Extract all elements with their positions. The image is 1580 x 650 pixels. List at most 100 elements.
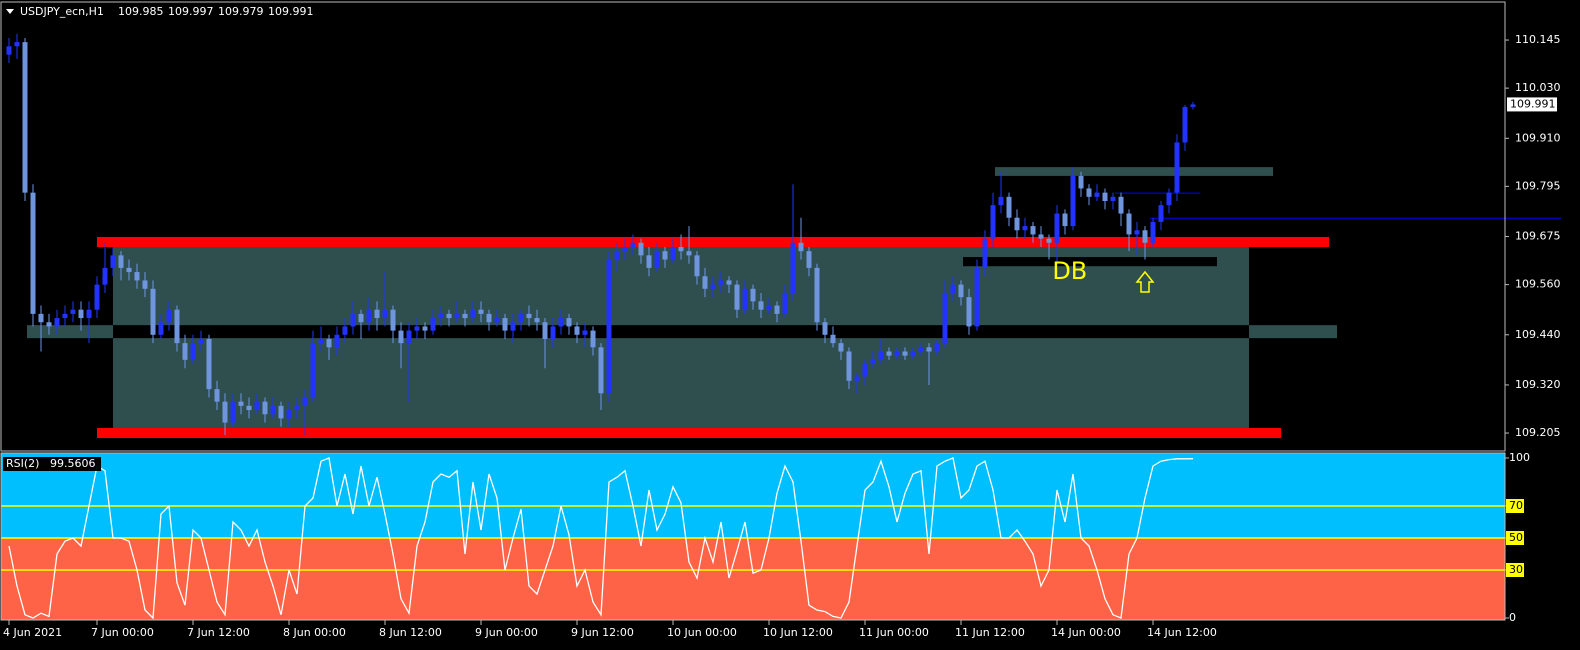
candle-body bbox=[582, 330, 588, 335]
candle-body bbox=[606, 259, 612, 394]
candle-body bbox=[1142, 230, 1148, 243]
candle-body bbox=[94, 284, 100, 310]
candle-body bbox=[1054, 213, 1060, 243]
candle-body bbox=[1174, 142, 1180, 193]
candle-body bbox=[814, 267, 820, 323]
candle-body bbox=[118, 255, 124, 268]
candle-body bbox=[350, 313, 356, 327]
candle-body bbox=[270, 405, 276, 415]
candle-body bbox=[718, 280, 724, 285]
candle-body bbox=[54, 318, 60, 327]
candle-body bbox=[302, 397, 308, 406]
candle-body bbox=[134, 272, 140, 281]
candle-body bbox=[102, 267, 108, 285]
candle-body bbox=[14, 42, 20, 47]
zone bbox=[97, 236, 1329, 247]
candle-body bbox=[198, 338, 204, 344]
y-tick-label: 109.675 bbox=[1515, 230, 1561, 243]
candle-body bbox=[278, 405, 284, 419]
zone bbox=[1149, 217, 1561, 219]
axes: 110.145 110.030 109.910 109.795 109.675 109.5… bbox=[3, 33, 1561, 639]
x-tick-label: 8 Jun 12:00 bbox=[379, 626, 442, 639]
candle-body bbox=[190, 343, 196, 360]
y-tick-label: 109.795 bbox=[1515, 179, 1561, 192]
candle-body bbox=[470, 309, 476, 319]
rsi-tick-label: 50 bbox=[1509, 531, 1523, 544]
candle-body bbox=[430, 318, 436, 331]
candle-body bbox=[110, 255, 116, 268]
candle-body bbox=[982, 238, 988, 268]
candle-body bbox=[374, 309, 380, 319]
candle-body bbox=[574, 326, 580, 335]
menu-triangle[interactable] bbox=[6, 9, 14, 14]
candle-body bbox=[750, 288, 756, 302]
candle-body bbox=[246, 405, 252, 411]
candle-body bbox=[1078, 175, 1084, 189]
high: 109.997 bbox=[168, 5, 214, 18]
candle-body bbox=[1118, 196, 1124, 214]
candle-body bbox=[902, 351, 908, 356]
candle-body bbox=[646, 255, 652, 268]
candle-body bbox=[854, 376, 860, 381]
main-frame bbox=[0, 1, 1506, 452]
candle-body bbox=[334, 334, 340, 348]
candle-body bbox=[942, 292, 948, 344]
candle-body bbox=[358, 313, 364, 323]
price-label-bg bbox=[1507, 97, 1557, 112]
x-tick-label: 4 Jun 2021 bbox=[3, 626, 62, 639]
candle-body bbox=[878, 351, 884, 360]
signal-arrow bbox=[1135, 270, 1155, 293]
candle-body bbox=[174, 309, 180, 344]
y-tick-label: 110.145 bbox=[1515, 33, 1561, 46]
candle-body bbox=[630, 242, 636, 247]
candle-body bbox=[734, 284, 740, 310]
open: 109.985 bbox=[118, 5, 164, 18]
candle-body bbox=[638, 242, 644, 256]
x-tick-label: 10 Jun 12:00 bbox=[763, 626, 833, 639]
candle-body bbox=[318, 338, 324, 344]
candle-body bbox=[438, 313, 444, 319]
candle-body bbox=[1006, 196, 1012, 218]
candle-body bbox=[494, 318, 500, 323]
candle-body bbox=[710, 284, 716, 289]
zone bbox=[963, 257, 1217, 267]
candle-body bbox=[966, 297, 972, 327]
rsi-upper-fill bbox=[1, 453, 1505, 538]
candle-body bbox=[150, 288, 156, 335]
x-tick-label: 11 Jun 00:00 bbox=[859, 626, 929, 639]
header: USDJPY_ecn,H1 109.985 109.997 109.979 10… bbox=[20, 5, 314, 18]
candle-body bbox=[806, 251, 812, 268]
candle-body bbox=[702, 276, 708, 289]
candle-body bbox=[142, 280, 148, 289]
candle-body bbox=[1046, 238, 1052, 243]
y-tick-label: 109.320 bbox=[1515, 378, 1561, 391]
candle-body bbox=[462, 313, 468, 319]
candle-body bbox=[22, 42, 28, 193]
rsi-lower-fill bbox=[1, 538, 1505, 620]
candle-body bbox=[38, 313, 44, 323]
candle-body bbox=[926, 347, 932, 352]
candle-body bbox=[454, 313, 460, 319]
candle-body bbox=[1110, 196, 1116, 201]
candle-body bbox=[382, 309, 388, 319]
x-tick-label: 7 Jun 00:00 bbox=[91, 626, 154, 639]
price-label: 109.991 bbox=[1510, 97, 1556, 110]
candle-body bbox=[86, 309, 92, 319]
candle-body bbox=[1022, 226, 1028, 231]
y-tick-label: 109.440 bbox=[1515, 328, 1561, 341]
candle-body bbox=[422, 326, 428, 331]
candle-body bbox=[774, 305, 780, 314]
rsi-label-bg bbox=[3, 457, 101, 471]
candle-body bbox=[990, 205, 996, 239]
candle-body bbox=[182, 343, 188, 360]
x-tick-label: 9 Jun 00:00 bbox=[475, 626, 538, 639]
candle-body bbox=[126, 267, 132, 273]
candle-body bbox=[222, 401, 228, 423]
low: 109.979 bbox=[218, 5, 264, 18]
candle-body bbox=[846, 351, 852, 381]
rsi-tick-bg bbox=[1506, 563, 1524, 577]
candle-body bbox=[838, 343, 844, 352]
candle-body bbox=[534, 318, 540, 323]
candle-body bbox=[590, 330, 596, 348]
